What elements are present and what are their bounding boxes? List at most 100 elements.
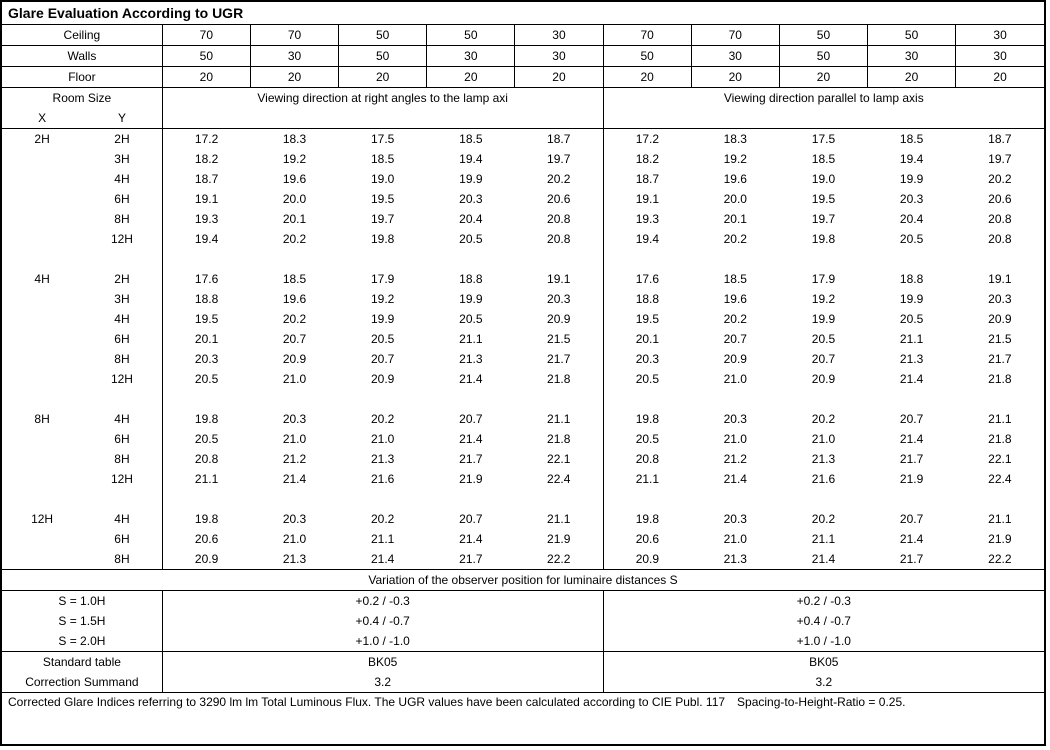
ugr-value: 21.0 [779, 429, 867, 449]
ceiling-val: 70 [250, 25, 338, 46]
ugr-value: 20.1 [162, 329, 250, 349]
floor-val: 20 [339, 67, 427, 88]
ugr-value: 21.7 [868, 549, 956, 570]
ugr-value: 19.1 [162, 189, 250, 209]
variation-value-right: +0.2 / -0.3 [603, 591, 1044, 612]
ugr-value: 19.6 [250, 169, 338, 189]
walls-val: 30 [956, 46, 1044, 67]
ugr-value: 21.1 [515, 509, 603, 529]
ugr-value: 20.3 [603, 349, 691, 369]
x-value [2, 349, 82, 369]
ugr-value: 20.5 [603, 429, 691, 449]
x-value: 8H [2, 409, 82, 429]
ugr-value: 19.8 [339, 229, 427, 249]
ugr-value: 19.4 [162, 229, 250, 249]
ugr-value: 19.9 [779, 309, 867, 329]
ugr-value: 20.3 [868, 189, 956, 209]
ugr-value: 20.3 [691, 409, 779, 429]
ugr-value: 20.2 [691, 309, 779, 329]
ugr-value: 22.4 [956, 469, 1044, 489]
ceiling-val: 70 [603, 25, 691, 46]
ugr-value: 21.5 [515, 329, 603, 349]
ugr-value: 19.8 [779, 229, 867, 249]
ugr-value: 21.4 [250, 469, 338, 489]
ugr-value: 21.4 [868, 369, 956, 389]
x-value [2, 209, 82, 229]
ugr-value: 20.7 [868, 409, 956, 429]
ugr-value: 19.2 [779, 289, 867, 309]
ugr-value: 18.8 [868, 269, 956, 289]
floor-val: 20 [427, 67, 515, 88]
ugr-value: 21.4 [339, 549, 427, 570]
ugr-value: 20.9 [779, 369, 867, 389]
y-value: 8H [82, 209, 162, 229]
ugr-value: 20.2 [339, 509, 427, 529]
ugr-value: 20.7 [339, 349, 427, 369]
ugr-value: 20.1 [691, 209, 779, 229]
ugr-value: 20.8 [603, 449, 691, 469]
ugr-value: 21.0 [250, 429, 338, 449]
ugr-value: 20.0 [250, 189, 338, 209]
ugr-value: 17.9 [779, 269, 867, 289]
ugr-value: 18.5 [868, 129, 956, 150]
ceiling-val: 30 [515, 25, 603, 46]
ugr-value: 21.8 [956, 429, 1044, 449]
walls-val: 50 [779, 46, 867, 67]
viewing-right-label: Viewing direction parallel to lamp axis [603, 88, 1044, 109]
y-value: 8H [82, 449, 162, 469]
ugr-value: 19.6 [250, 289, 338, 309]
x-value [2, 289, 82, 309]
ugr-value: 18.5 [250, 269, 338, 289]
x-value [2, 469, 82, 489]
ugr-value: 21.1 [339, 529, 427, 549]
ugr-value: 21.7 [956, 349, 1044, 369]
ugr-value: 18.8 [162, 289, 250, 309]
variation-s: S = 2.0H [2, 631, 162, 652]
ugr-value: 21.9 [515, 529, 603, 549]
ugr-value: 20.9 [956, 309, 1044, 329]
ugr-value: 20.4 [868, 209, 956, 229]
ugr-value: 20.2 [339, 409, 427, 429]
y-value: 4H [82, 409, 162, 429]
ceiling-val: 50 [868, 25, 956, 46]
variation-s: S = 1.5H [2, 611, 162, 631]
ugr-value: 20.3 [956, 289, 1044, 309]
ugr-value: 17.2 [162, 129, 250, 150]
ugr-value: 21.4 [779, 549, 867, 570]
y-value: 12H [82, 469, 162, 489]
ugr-value: 19.4 [427, 149, 515, 169]
ugr-value: 21.0 [691, 369, 779, 389]
ugr-value: 20.3 [162, 349, 250, 369]
y-value: 2H [82, 269, 162, 289]
ugr-value: 21.1 [868, 329, 956, 349]
variation-value-left: +0.2 / -0.3 [162, 591, 603, 612]
y-label: Y [82, 108, 162, 129]
ugr-value: 20.3 [250, 409, 338, 429]
y-value: 6H [82, 429, 162, 449]
y-value: 12H [82, 369, 162, 389]
x-value: 2H [2, 129, 82, 150]
ugr-value: 18.5 [691, 269, 779, 289]
y-value: 3H [82, 149, 162, 169]
ugr-value: 21.8 [515, 369, 603, 389]
y-value: 4H [82, 509, 162, 529]
y-value: 8H [82, 349, 162, 369]
walls-val: 50 [603, 46, 691, 67]
ugr-value: 19.7 [515, 149, 603, 169]
ugr-value: 21.7 [515, 349, 603, 369]
ugr-value: 20.7 [868, 509, 956, 529]
ugr-value: 21.4 [868, 429, 956, 449]
ugr-value: 20.9 [339, 369, 427, 389]
ugr-value: 18.7 [162, 169, 250, 189]
ugr-value: 19.6 [691, 289, 779, 309]
ugr-value: 19.2 [339, 289, 427, 309]
ugr-value: 17.5 [339, 129, 427, 150]
footnote: Corrected Glare Indices referring to 329… [2, 692, 1044, 711]
ugr-value: 21.9 [956, 529, 1044, 549]
ugr-value: 20.5 [603, 369, 691, 389]
ugr-value: 20.9 [515, 309, 603, 329]
walls-val: 30 [515, 46, 603, 67]
ugr-value: 19.5 [339, 189, 427, 209]
ugr-value: 21.3 [868, 349, 956, 369]
x-value: 12H [2, 509, 82, 529]
